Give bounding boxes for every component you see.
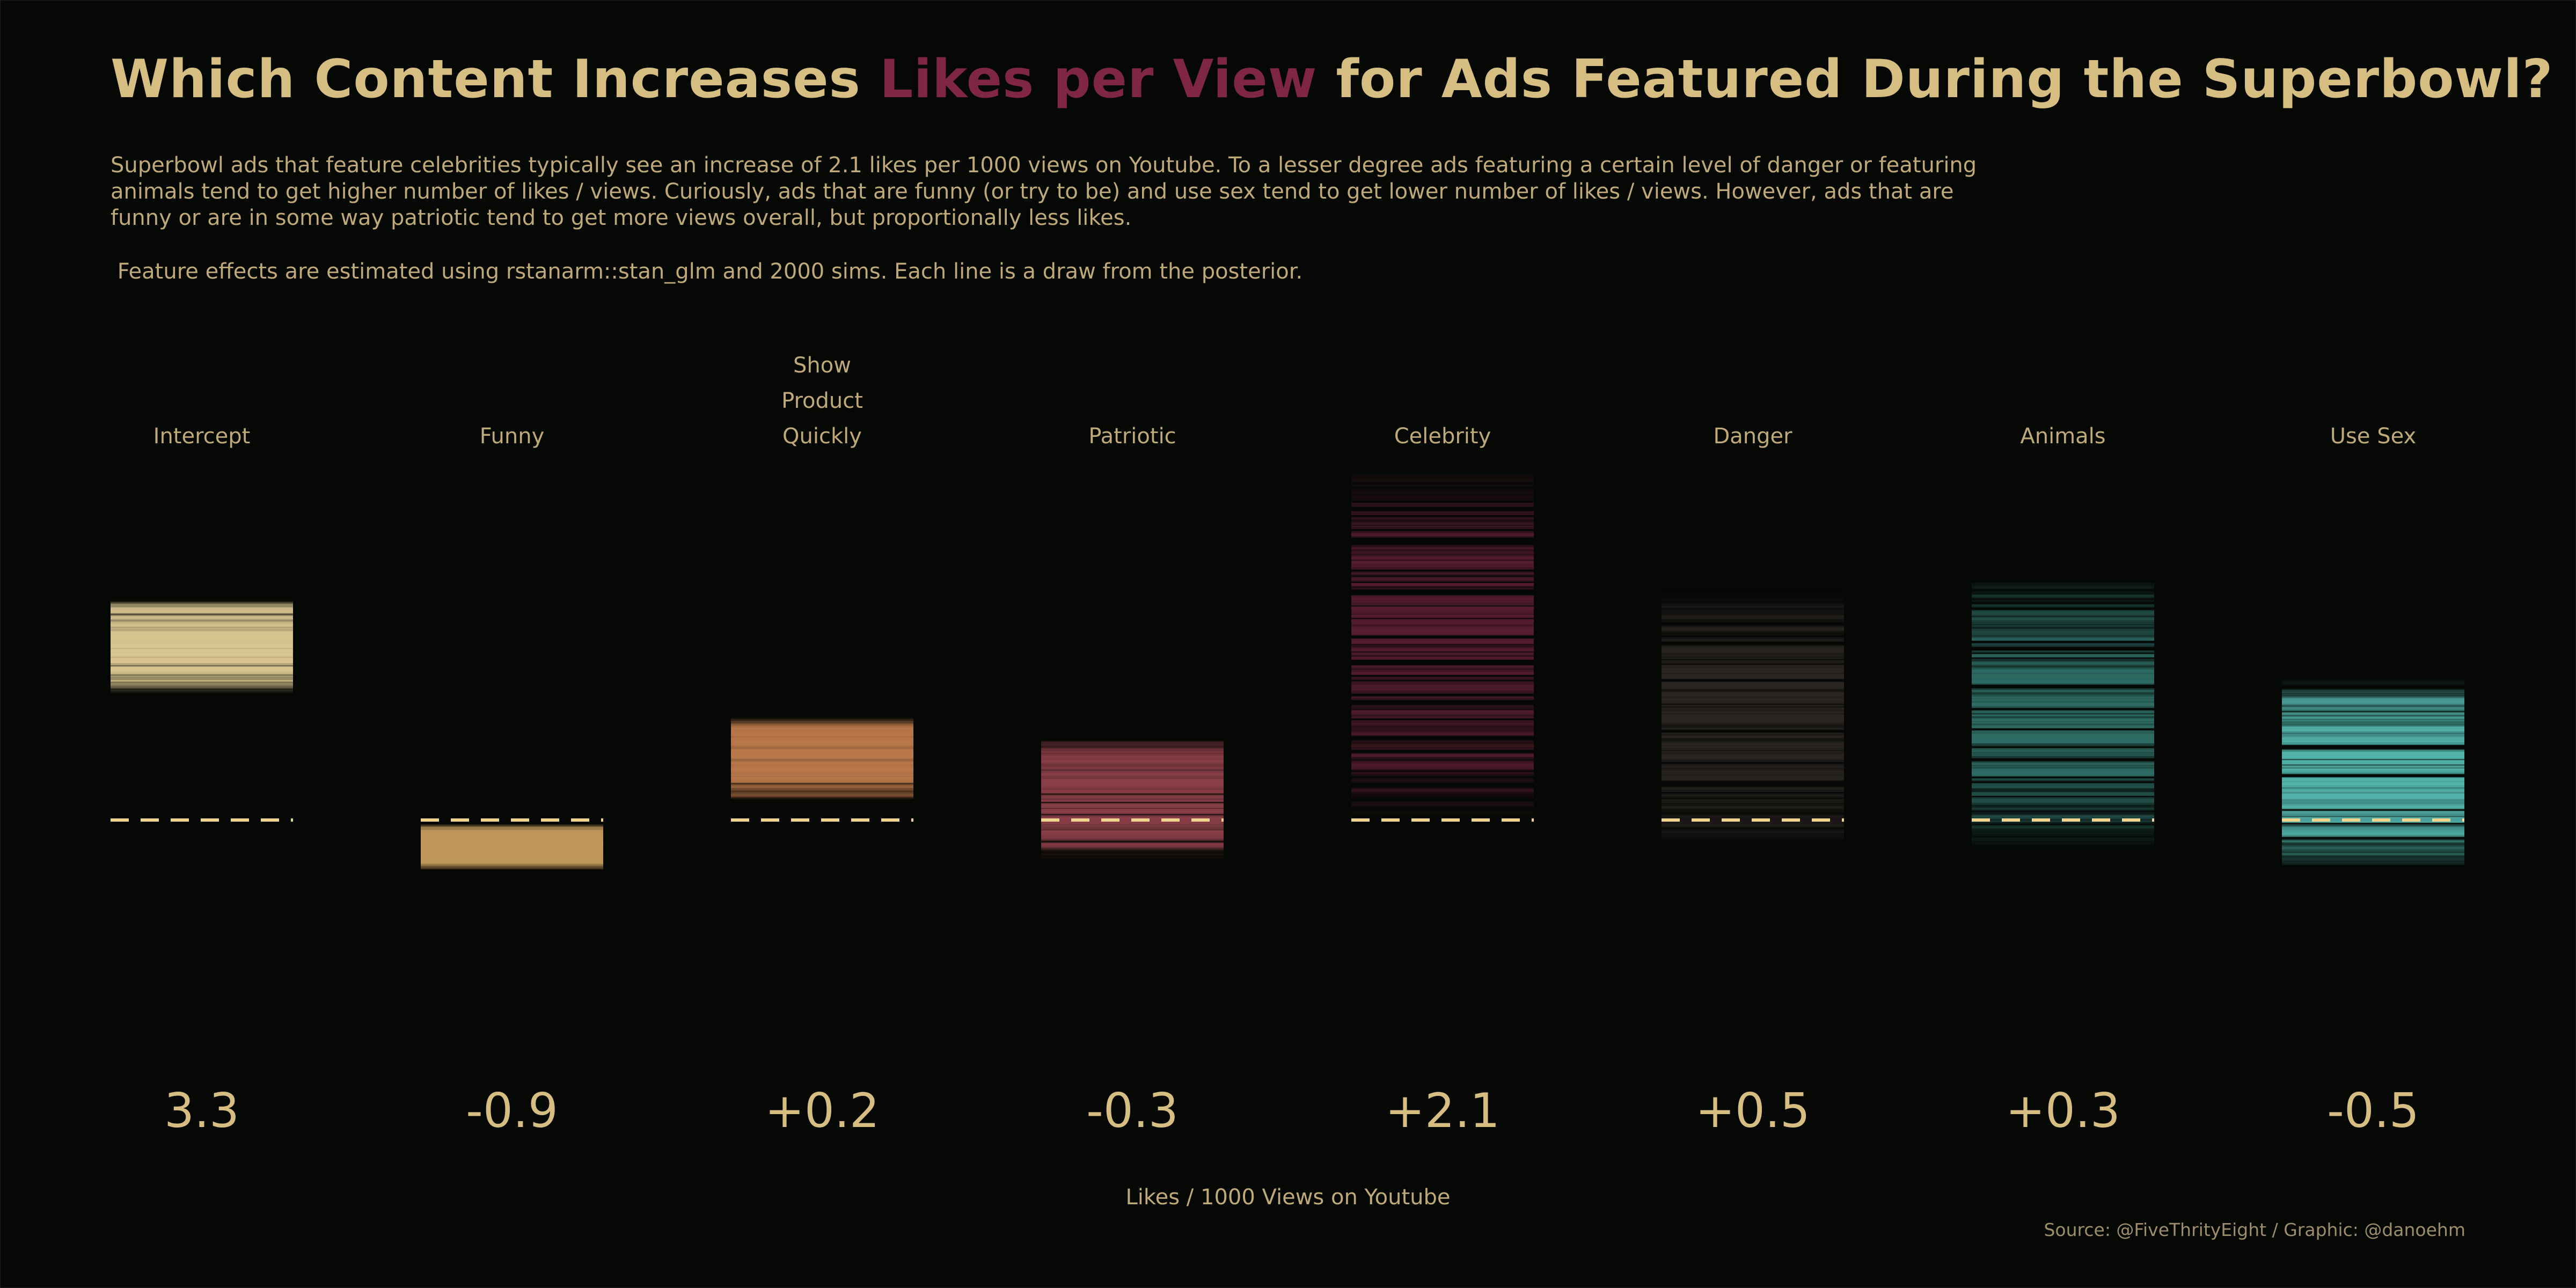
value-label: -0.5 [2327, 1083, 2419, 1138]
category-label: Use Sex [2330, 424, 2416, 449]
category-label: Danger [1713, 424, 1792, 449]
category-label: Celebrity [1394, 424, 1491, 449]
category-label: Patriotic [1088, 424, 1176, 449]
x-axis-label: Likes / 1000 Views on Youtube [1125, 1185, 1451, 1210]
title-part-2: for Ads Featured During the Superbowl? [1317, 49, 2553, 110]
posterior-column-patriotic [1041, 740, 1224, 859]
value-label: 3.3 [164, 1083, 239, 1138]
posterior-column-animals [1972, 582, 2154, 845]
value-label: +0.2 [765, 1083, 880, 1138]
title-part-1: Which Content Increases [111, 49, 880, 110]
posterior-column-intercept [111, 601, 293, 822]
value-label: -0.3 [1086, 1083, 1179, 1138]
value-label: +0.3 [2006, 1083, 2120, 1138]
posterior-column-celebrity [1351, 473, 1534, 822]
title-highlight: Likes per View [880, 49, 1318, 110]
chart-title: Which Content Increases Likes per View f… [111, 42, 2553, 117]
value-label: +2.1 [1385, 1083, 1500, 1138]
source-caption: Source: @FiveThrityEight / Graphic: @dan… [2044, 1219, 2465, 1240]
category-label: Show Product Quickly [781, 353, 863, 449]
chart-subtitle: Superbowl ads that feature celebrities t… [111, 153, 1977, 230]
category-label: Funny [480, 424, 545, 449]
category-label: Animals [2020, 424, 2105, 449]
category-label: Intercept [153, 424, 251, 449]
posterior-column-funny [421, 818, 603, 870]
posterior-column-show-product-quickly [731, 719, 913, 822]
value-label: -0.9 [466, 1083, 558, 1138]
value-label: +0.5 [1695, 1083, 1810, 1138]
method-note: Feature effects are estimated using rsta… [111, 259, 1303, 284]
posterior-column-use-sex [2282, 689, 2464, 866]
posterior-column-danger [1662, 595, 1844, 840]
